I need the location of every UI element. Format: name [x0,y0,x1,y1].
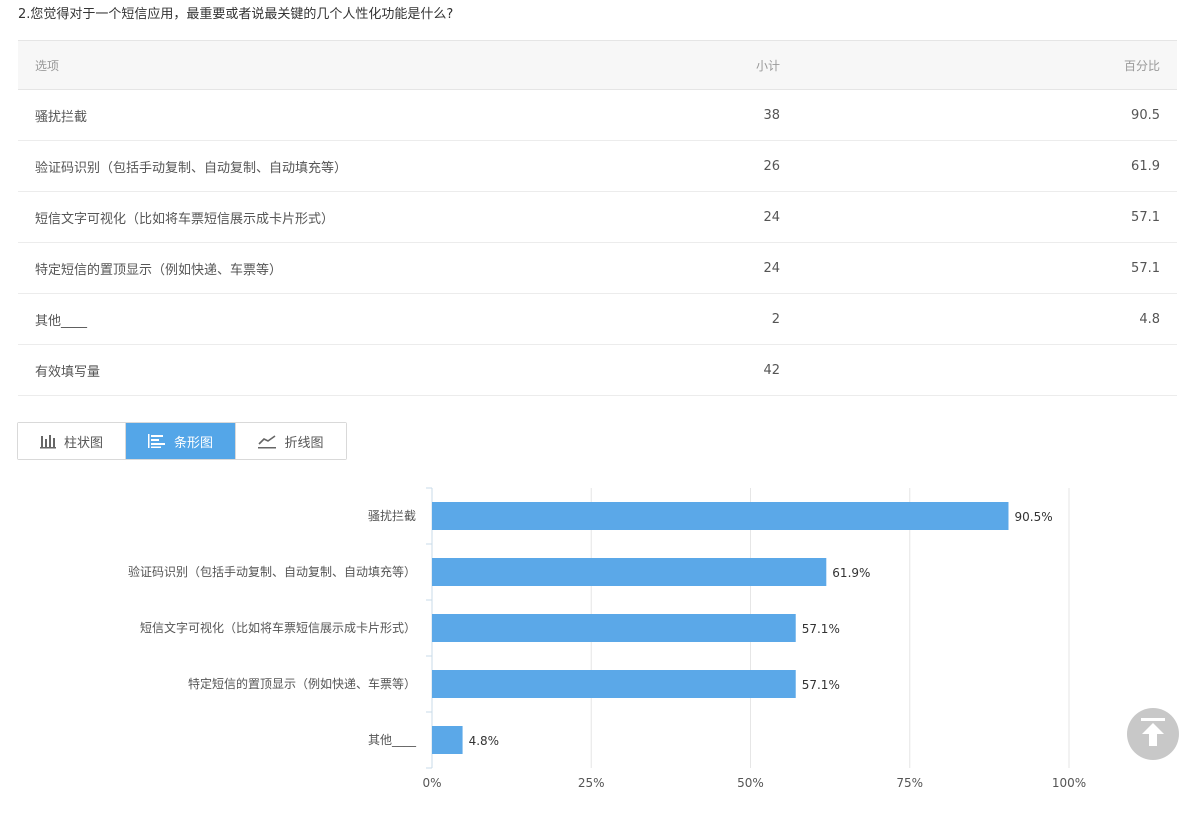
line-chart-icon [258,433,277,449]
category-label: 骚扰拦截 [368,509,416,523]
bar-chart-icon [39,433,56,449]
row-option: 短信文字可视化（比如将车票短信展示成卡片形式） [35,211,335,227]
table-row: 验证码识别（包括手动复制、自动复制、自动填充等） 26 61.9 [18,141,1177,192]
table-total-row: 有效填写量 42 [18,345,1177,396]
row-percent: 90.5 [1131,107,1160,123]
table-row: 骚扰拦截 38 90.5 [18,90,1177,141]
row-option: 骚扰拦截 [35,109,88,125]
header-percent: 百分比 [1123,58,1160,73]
data-label: 90.5% [1014,510,1052,524]
x-tick-label: 25% [578,776,605,790]
bar [432,502,1009,530]
total-percent [1030,345,1177,396]
category-label: 其他____ [368,733,417,747]
category-label: 验证码识别（包括手动复制、自动复制、自动填充等） [128,564,416,579]
table-row: 短信文字可视化（比如将车票短信展示成卡片形式） 24 57.1 [18,192,1177,243]
row-percent: 57.1 [1131,260,1160,276]
header-option: 选项 [35,58,60,73]
row-percent: 61.9 [1131,158,1160,174]
row-percent: 57.1 [1131,209,1160,225]
category-label: 短信文字可视化（比如将车票短信展示成卡片形式） [140,620,416,635]
tab-label: 折线图 [284,435,324,451]
horizontal-bar-icon [147,433,166,449]
total-count: 42 [763,362,780,378]
x-tick-label: 50% [737,776,764,790]
tab-bar-chart[interactable]: 柱状图 [18,423,126,459]
x-tick-label: 75% [896,776,923,790]
total-label: 有效填写量 [35,364,101,380]
back-to-top-button[interactable] [1127,708,1179,760]
bar [432,558,827,586]
result-table: 选项 小计 百分比 骚扰拦截 38 90.5 验证码识别（包括手动复制、自动复制… [18,40,1177,396]
row-count: 24 [763,209,780,225]
data-label: 57.1% [802,678,840,692]
arrow-up-icon [1140,717,1166,751]
category-label: 特定短信的置顶显示（例如快递、车票等） [188,676,416,691]
row-option: 特定短信的置顶显示（例如快递、车票等） [35,262,283,278]
bar-chart: 骚扰拦截 90.5% 验证码识别（包括手动复制、自动复制、自动填充等） 61.9% 短信… [0,480,1194,809]
row-count: 2 [771,311,780,327]
table-row: 其他____ 2 4.8 [18,294,1177,345]
data-label: 57.1% [802,622,840,636]
x-tick-label: 100% [1052,776,1086,790]
table-header-row: 选项 小计 百分比 [18,40,1177,90]
bar [432,670,796,698]
tab-label: 柱状图 [63,435,103,451]
row-percent: 4.8 [1139,311,1160,327]
data-label: 4.8% [469,734,500,748]
header-count: 小计 [755,58,780,73]
row-option: 验证码识别（包括手动复制、自动复制、自动填充等） [35,160,348,176]
row-count: 38 [763,107,780,123]
bar [432,726,463,754]
bar-chart-svg: 骚扰拦截 90.5% 验证码识别（包括手动复制、自动复制、自动填充等） 61.9% 短信… [128,487,1086,790]
table-row: 特定短信的置顶显示（例如快递、车票等） 24 57.1 [18,243,1177,294]
row-option: 其他____ [35,313,88,329]
chart-type-tabs: 柱状图 条形图 折线图 [17,422,347,460]
tab-label: 条形图 [173,435,213,451]
data-label: 61.9% [832,566,870,580]
tab-horizontal-bar[interactable]: 条形图 [126,423,236,459]
tab-line-chart[interactable]: 折线图 [236,423,346,459]
row-count: 26 [763,158,780,174]
row-count: 24 [763,260,780,276]
x-tick-label: 0% [422,776,441,790]
question-title: 2.您觉得对于一个短信应用，最重要或者说最关键的几个人性化功能是什么? [18,7,454,22]
bar [432,614,796,642]
